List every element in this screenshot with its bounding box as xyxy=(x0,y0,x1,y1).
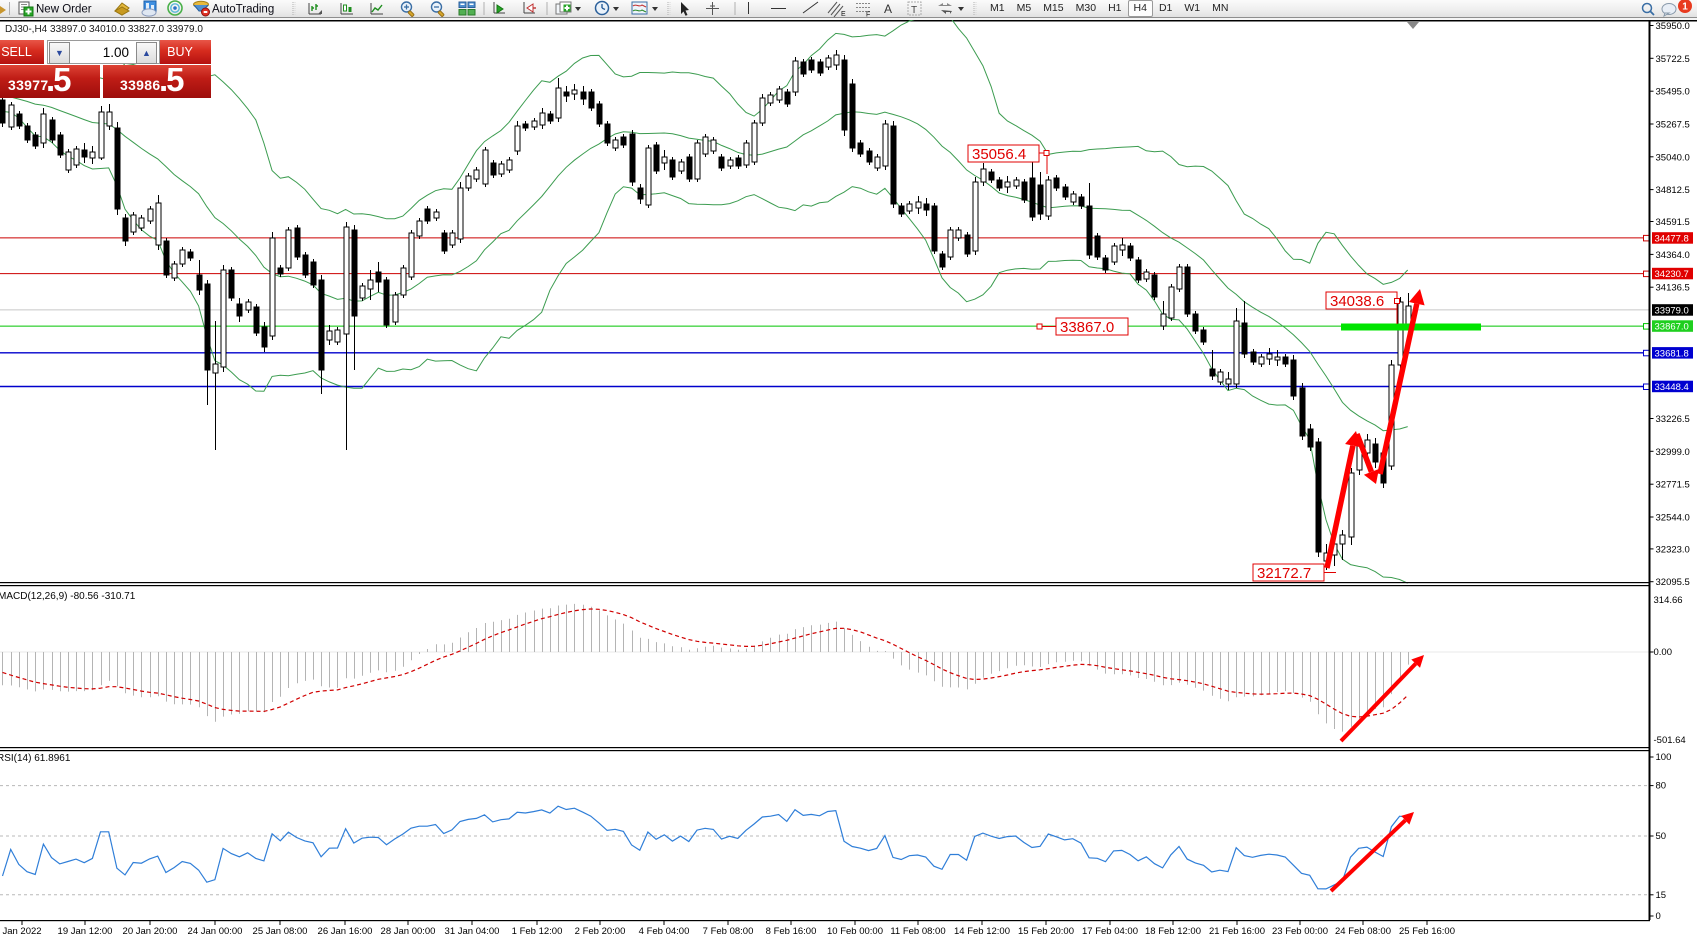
svg-text:T: T xyxy=(911,5,917,16)
svg-text:34136.5: 34136.5 xyxy=(1656,283,1690,294)
svg-text:18 Feb 12:00: 18 Feb 12:00 xyxy=(1145,926,1201,937)
svg-text:33226.5: 33226.5 xyxy=(1656,414,1690,425)
svg-text:35722.5: 35722.5 xyxy=(1656,54,1690,65)
svg-text:Jan 2022: Jan 2022 xyxy=(2,926,41,937)
svg-text:1: 1 xyxy=(1682,2,1688,13)
svg-text:35267.5: 35267.5 xyxy=(1656,120,1690,131)
svg-text:1 Feb 12:00: 1 Feb 12:00 xyxy=(512,926,563,937)
svg-text:17 Feb 04:00: 17 Feb 04:00 xyxy=(1082,926,1138,937)
svg-text:32172.7: 32172.7 xyxy=(1257,565,1311,582)
svg-text:15 Feb 20:00: 15 Feb 20:00 xyxy=(1018,926,1074,937)
svg-text:34591.5: 34591.5 xyxy=(1656,217,1690,228)
svg-text:New Order: New Order xyxy=(36,4,92,16)
svg-text:MACD(12,26,9) -80.56 -310.71: MACD(12,26,9) -80.56 -310.71 xyxy=(0,591,136,602)
svg-text:33867.0: 33867.0 xyxy=(1655,322,1689,333)
svg-text:25 Jan 08:00: 25 Jan 08:00 xyxy=(253,926,308,937)
svg-text:80: 80 xyxy=(1656,781,1667,792)
svg-text:19 Jan 12:00: 19 Jan 12:00 xyxy=(58,926,113,937)
svg-text:RSI(14) 61.8961: RSI(14) 61.8961 xyxy=(0,753,71,764)
svg-text:32544.0: 32544.0 xyxy=(1656,513,1690,524)
svg-text:21 Feb 16:00: 21 Feb 16:00 xyxy=(1209,926,1265,937)
svg-text:23 Feb 00:00: 23 Feb 00:00 xyxy=(1272,926,1328,937)
svg-text:20 Jan 20:00: 20 Jan 20:00 xyxy=(123,926,178,937)
svg-text:33448.4: 33448.4 xyxy=(1655,382,1689,393)
svg-text:100: 100 xyxy=(1656,752,1672,763)
svg-text:26 Jan 16:00: 26 Jan 16:00 xyxy=(318,926,373,937)
svg-text:314.66: 314.66 xyxy=(1654,595,1683,606)
svg-text:DJ30-,H4 33897.0 34010.0 3382: DJ30-,H4 33897.0 34010.0 33827.0 33979.0 xyxy=(5,24,203,35)
svg-text:50: 50 xyxy=(1656,831,1667,842)
svg-text:2 Feb 20:00: 2 Feb 20:00 xyxy=(575,926,626,937)
svg-text:32771.5: 32771.5 xyxy=(1656,480,1690,491)
svg-text:32095.5: 32095.5 xyxy=(1656,577,1690,588)
svg-text:14 Feb 12:00: 14 Feb 12:00 xyxy=(954,926,1010,937)
svg-text:35040.0: 35040.0 xyxy=(1656,152,1690,163)
svg-text:24 Feb 08:00: 24 Feb 08:00 xyxy=(1335,926,1391,937)
svg-text:F: F xyxy=(866,12,870,18)
svg-text:35056.4: 35056.4 xyxy=(972,146,1026,163)
svg-text:31 Jan 04:00: 31 Jan 04:00 xyxy=(445,926,500,937)
svg-text:33867.0: 33867.0 xyxy=(1060,319,1114,336)
svg-text:0: 0 xyxy=(1656,911,1661,922)
svg-text:34038.6: 34038.6 xyxy=(1330,293,1384,310)
svg-text:AutoTrading: AutoTrading xyxy=(212,4,274,16)
svg-text:35495.0: 35495.0 xyxy=(1656,87,1690,98)
svg-text:34477.8: 34477.8 xyxy=(1655,233,1689,244)
svg-text:35950.0: 35950.0 xyxy=(1656,21,1690,32)
svg-text:E: E xyxy=(841,11,846,17)
svg-text:15: 15 xyxy=(1656,890,1667,901)
svg-text:8 Feb 16:00: 8 Feb 16:00 xyxy=(766,926,817,937)
svg-text:A: A xyxy=(884,2,892,16)
svg-text:-501.64: -501.64 xyxy=(1654,735,1686,746)
svg-text:10 Feb 00:00: 10 Feb 00:00 xyxy=(827,926,883,937)
svg-text:32999.0: 32999.0 xyxy=(1656,447,1690,458)
svg-text:34230.7: 34230.7 xyxy=(1655,269,1689,280)
svg-text:0.00: 0.00 xyxy=(1654,647,1673,658)
svg-text:34364.0: 34364.0 xyxy=(1656,250,1690,261)
svg-text:11 Feb 08:00: 11 Feb 08:00 xyxy=(890,926,945,937)
svg-text:34812.5: 34812.5 xyxy=(1656,185,1690,196)
svg-text:32323.0: 32323.0 xyxy=(1656,544,1690,555)
svg-text:33979.0: 33979.0 xyxy=(1655,305,1689,316)
svg-text:33681.8: 33681.8 xyxy=(1655,348,1689,359)
svg-text:7 Feb 08:00: 7 Feb 08:00 xyxy=(703,926,754,937)
svg-text:24 Jan 00:00: 24 Jan 00:00 xyxy=(188,926,243,937)
svg-text:4 Feb 04:00: 4 Feb 04:00 xyxy=(639,926,690,937)
svg-text:28 Jan 00:00: 28 Jan 00:00 xyxy=(381,926,436,937)
svg-text:25 Feb 16:00: 25 Feb 16:00 xyxy=(1399,926,1455,937)
